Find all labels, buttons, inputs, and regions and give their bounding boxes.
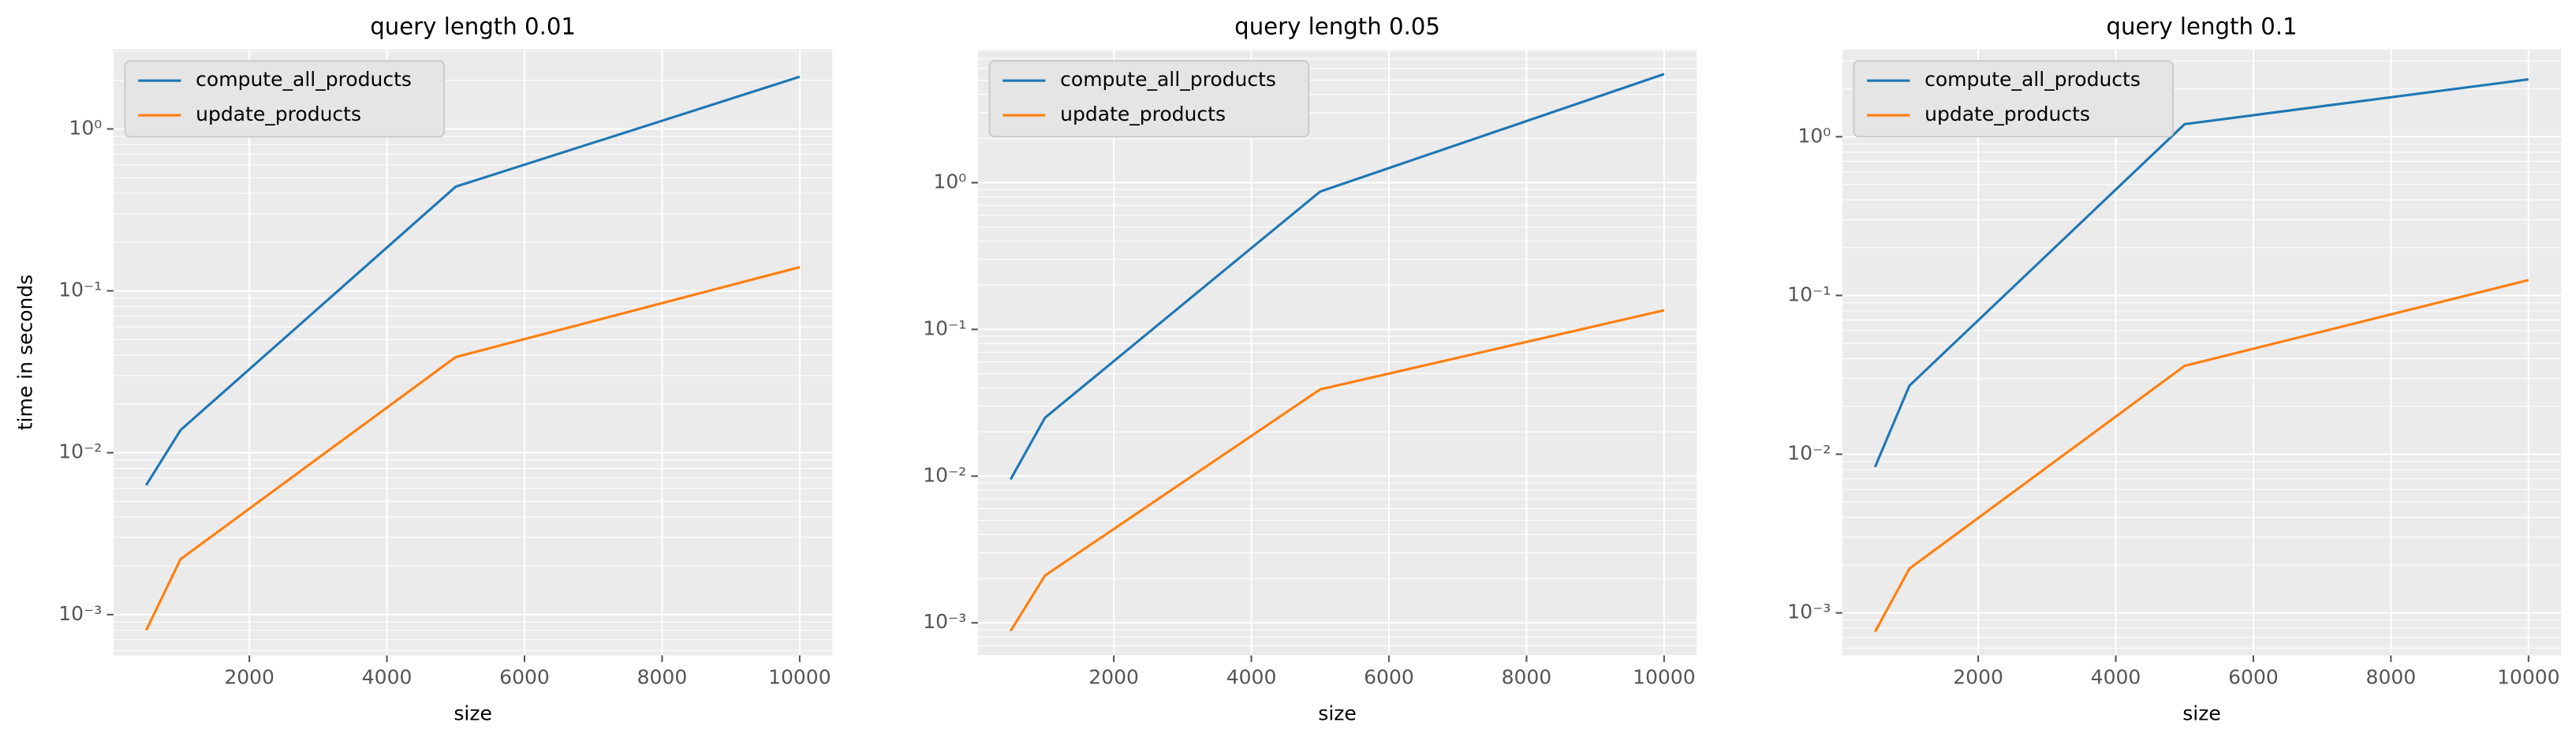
line <box>1009 309 1665 632</box>
x-tick-label: 6000 <box>499 666 550 689</box>
x-axis-label: size <box>1318 702 1357 725</box>
y-tick-label: 10⁻³ <box>923 610 966 633</box>
line <box>1009 73 1665 481</box>
legend-label: compute_all_products <box>1060 68 1276 91</box>
y-tick-label: 10⁻¹ <box>923 316 966 339</box>
legend-label: compute_all_products <box>196 68 412 91</box>
y-tick-label: 10⁻³ <box>1787 601 1831 623</box>
x-tick-label: 2000 <box>1088 666 1139 689</box>
y-tick-label: 10⁻¹ <box>1787 283 1831 305</box>
legend-box <box>124 60 446 138</box>
y-tick-label: 10⁻¹ <box>58 279 102 301</box>
x-tick-label: 4000 <box>1226 666 1277 689</box>
y-tick-label: 10⁻² <box>58 440 102 463</box>
chart-title: query length 0.01 <box>370 13 576 39</box>
y-tick-label: 10⁰ <box>933 170 966 193</box>
line <box>1873 279 2529 633</box>
chart-title: query length 0.1 <box>2106 13 2297 39</box>
legend-label: update_products <box>1925 103 2090 125</box>
plot-area <box>1842 49 2562 656</box>
x-tick-label: 4000 <box>2091 666 2141 689</box>
y-axis-label: time in seconds <box>13 275 36 431</box>
legend-label: compute_all_products <box>1925 68 2141 91</box>
x-tick-label: 8000 <box>2366 666 2417 689</box>
y-tick-label: 10⁰ <box>1798 124 1831 147</box>
x-tick-label: 6000 <box>2228 666 2279 689</box>
line <box>145 75 801 486</box>
x-tick-label: 4000 <box>362 666 413 689</box>
x-tick-label: 10000 <box>1633 666 1696 689</box>
legend-box <box>988 60 1310 138</box>
legend-label: update_products <box>196 103 361 125</box>
y-tick-label: 10⁻² <box>923 463 966 486</box>
x-tick-label: 10000 <box>768 666 831 689</box>
x-axis-label: size <box>454 702 492 725</box>
x-tick-label: 6000 <box>1364 666 1414 689</box>
line <box>1873 77 2529 468</box>
x-tick-label: 8000 <box>637 666 688 689</box>
legend-label: update_products <box>1060 103 1226 125</box>
x-tick-label: 10000 <box>2497 666 2560 689</box>
x-tick-label: 2000 <box>1953 666 2003 689</box>
line <box>144 266 801 631</box>
x-tick-label: 2000 <box>224 666 274 689</box>
y-tick-label: 10⁻³ <box>58 602 102 625</box>
legend-box <box>1853 60 2175 138</box>
chart-title: query length 0.05 <box>1234 13 1440 39</box>
y-tick-label: 10⁰ <box>69 116 102 139</box>
y-tick-label: 10⁻² <box>1787 442 1831 465</box>
x-tick-label: 8000 <box>1502 666 1552 689</box>
x-axis-label: size <box>2182 702 2221 725</box>
